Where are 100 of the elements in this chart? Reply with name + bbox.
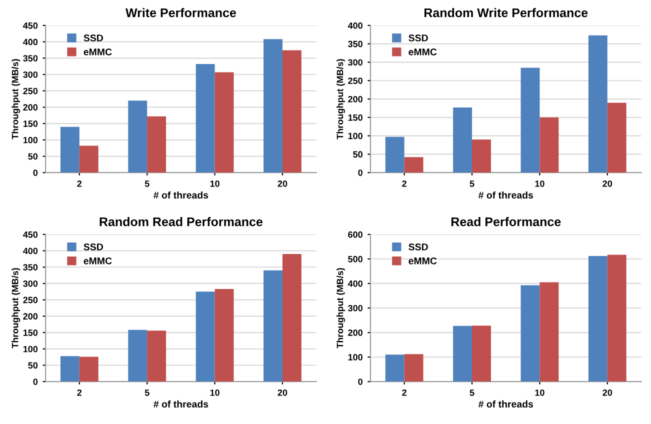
y-tick-label: 300: [23, 280, 38, 287]
bar: [472, 326, 491, 382]
legend-label: eMMC: [84, 257, 112, 264]
y-tick-label: 0: [358, 170, 362, 176]
bar: [60, 126, 80, 173]
y-tick-label: 400: [348, 22, 362, 29]
x-tick-label: 5: [470, 390, 474, 396]
bar: [520, 68, 540, 173]
y-tick-label: 300: [348, 304, 362, 312]
bar: [472, 140, 491, 173]
bar: [520, 285, 540, 382]
x-tick-label: 5: [144, 180, 150, 187]
y-tick-label: 400: [23, 38, 38, 46]
bar: [214, 72, 234, 173]
x-tick-label: 10: [535, 389, 544, 396]
chart-title: Write Performance: [126, 8, 236, 18]
bar: [264, 270, 282, 382]
x-tick-label: 5: [470, 180, 474, 187]
x-tick-label: 10: [535, 180, 544, 187]
y-tick-label: 350: [23, 264, 38, 271]
bar: [588, 35, 608, 173]
x-tick-label: 20: [602, 180, 612, 187]
bar: [264, 39, 282, 173]
y-tick-label: 150: [348, 114, 362, 121]
bar: [404, 354, 424, 382]
x-tick-label: 2: [77, 180, 82, 187]
x-tick-label: 2: [402, 180, 406, 187]
y-tick-label: 100: [348, 354, 362, 360]
y-axis-title: Throughput (MB/s): [336, 268, 345, 348]
y-tick-label: 200: [348, 96, 362, 102]
bar: [453, 326, 472, 382]
y-tick-label: 0: [33, 378, 38, 385]
y-tick-label: 250: [23, 88, 38, 94]
y-tick-label: 250: [23, 296, 38, 304]
bar: [196, 64, 215, 173]
x-axis-title: # of threads: [154, 191, 208, 199]
bar: [385, 136, 404, 173]
legend-label: SSD: [408, 34, 428, 42]
y-tick-label: 500: [348, 256, 362, 262]
bar: [60, 356, 80, 382]
bar: [196, 292, 215, 382]
y-tick-label: 150: [23, 120, 38, 127]
legend-label: eMMC: [408, 48, 437, 56]
y-tick-label: 450: [23, 22, 38, 29]
x-tick-label: 20: [602, 389, 612, 396]
bar: [540, 117, 559, 173]
y-tick-label: 100: [348, 132, 362, 140]
y-tick-label: 150: [23, 330, 38, 336]
x-tick-label: 10: [210, 180, 220, 187]
y-tick-label: 200: [23, 104, 38, 111]
x-tick-label: 10: [210, 389, 220, 396]
y-tick-label: 400: [348, 280, 362, 287]
x-tick-label: 20: [278, 180, 288, 187]
bar: [128, 330, 148, 382]
y-tick-label: 300: [348, 59, 362, 66]
bar: [453, 107, 472, 173]
x-axis-title: # of threads: [154, 400, 208, 408]
y-tick-label: 350: [348, 40, 362, 48]
y-tick-label: 100: [23, 136, 38, 144]
y-tick-label: 50: [28, 362, 38, 369]
legend-label: eMMC: [84, 48, 112, 56]
legend-label: SSD: [84, 243, 103, 250]
bar: [214, 289, 234, 382]
chart-title: Random Read Performance: [100, 217, 262, 226]
y-tick-label: 400: [23, 248, 38, 254]
y-tick-label: 450: [23, 231, 38, 238]
y-tick-label: 200: [348, 330, 362, 336]
y-tick-label: 50: [28, 153, 38, 160]
bar: [282, 254, 302, 382]
y-tick-label: 200: [23, 313, 38, 320]
x-axis-title: # of threads: [478, 191, 534, 199]
chart-title: Read Performance: [451, 217, 561, 226]
bar: [540, 282, 559, 382]
y-tick-label: 250: [348, 78, 362, 84]
legend-label: SSD: [84, 34, 103, 42]
y-tick-label: 0: [358, 378, 362, 385]
bar: [128, 100, 148, 173]
legend-label: eMMC: [408, 257, 437, 264]
legend-label: SSD: [408, 243, 428, 250]
x-tick-label: 20: [278, 389, 288, 396]
bar: [404, 157, 424, 173]
y-axis-title: Throughput (MB/s): [12, 59, 20, 140]
chart-title: Random Write Performance: [424, 8, 588, 18]
y-axis-title: Throughput (MB/s): [336, 59, 345, 140]
y-tick-label: 350: [23, 55, 38, 62]
bar: [607, 102, 626, 173]
y-tick-label: 0: [33, 170, 38, 176]
x-tick-label: 5: [144, 390, 150, 396]
bar: [147, 116, 166, 173]
x-tick-label: 2: [402, 389, 406, 396]
x-axis-title: # of threads: [478, 400, 534, 408]
bar: [79, 146, 98, 173]
bar: [385, 354, 404, 382]
y-tick-label: 100: [23, 346, 38, 352]
bar: [147, 330, 166, 382]
x-tick-label: 2: [77, 389, 82, 396]
y-axis-title: Throughput (MB/s): [12, 268, 20, 348]
y-tick-label: 600: [348, 231, 362, 238]
bar: [79, 356, 98, 382]
bar: [607, 254, 626, 382]
